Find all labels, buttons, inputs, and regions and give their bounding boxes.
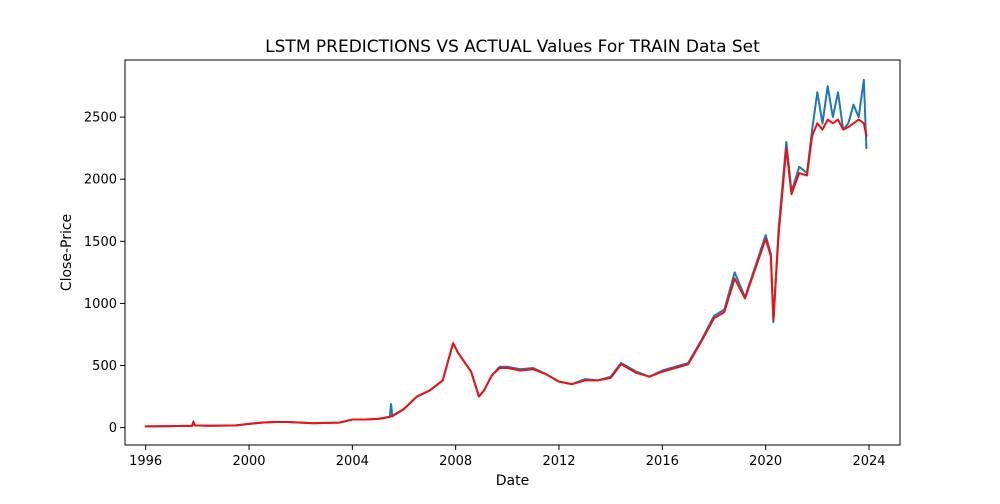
y-tick-label: 1500 [84,235,117,250]
x-axis-label: Date [496,473,529,489]
y-tick-label: 2000 [84,173,117,188]
y-axis: 0 500 1000 1500 2000 2500 [84,111,125,436]
x-tick-label: 2020 [749,454,782,469]
x-tick-label: 2008 [439,454,472,469]
x-axis: 1996 2000 2004 2008 2012 2016 2020 2024 [129,445,886,469]
plot-frame [124,59,901,446]
series-layer [144,78,868,428]
y-tick-label: 500 [92,359,117,374]
x-tick-label: 1996 [129,454,162,469]
x-tick-label: 2016 [646,454,679,469]
x-tick-label: 2004 [336,454,369,469]
y-tick-label: 0 [109,421,117,436]
x-tick-label: 2024 [852,454,885,469]
y-axis-label: Close-Price [59,214,75,291]
series-line-2 [144,118,868,428]
x-tick-label: 2012 [542,454,575,469]
y-tick-label: 1000 [84,297,117,312]
chart-title: LSTM PREDICTIONS VS ACTUAL Values For TR… [265,37,760,57]
y-tick-label: 2500 [84,111,117,126]
x-tick-label: 2000 [232,454,265,469]
